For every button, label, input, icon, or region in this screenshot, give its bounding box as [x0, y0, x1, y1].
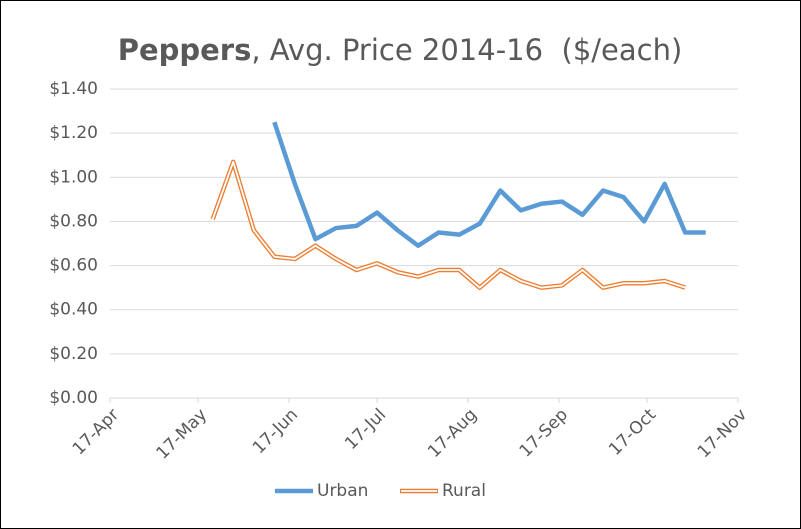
- y-tick-label: $0.80: [49, 211, 98, 231]
- y-tick-label: $1.40: [49, 79, 98, 99]
- y-tick-label: $1.20: [49, 123, 98, 143]
- title-emphasis: Peppers: [118, 33, 252, 67]
- y-tick-label: $1.00: [49, 167, 98, 187]
- y-tick-label: $0.00: [49, 388, 98, 408]
- legend-label: Urban: [317, 481, 368, 501]
- y-tick-label: $0.20: [49, 344, 98, 364]
- series-line: [272, 121, 706, 248]
- legend-label: Rural: [442, 481, 486, 501]
- y-tick-label: $0.60: [49, 256, 98, 276]
- title-rest: , Avg. Price 2014-16 ($/each): [251, 33, 682, 67]
- chart-title: Peppers, Avg. Price 2014-16 ($/each): [118, 33, 683, 67]
- y-tick-label: $0.40: [49, 300, 98, 320]
- series-line-inner: [211, 160, 686, 289]
